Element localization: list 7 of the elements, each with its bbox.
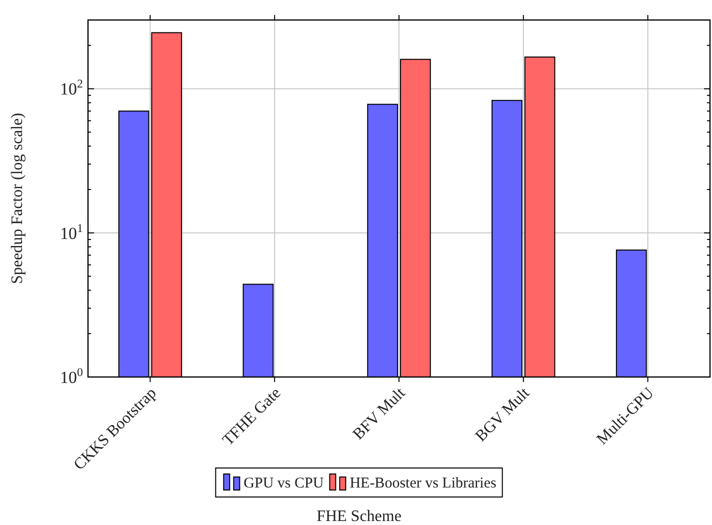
y-tick-label: 10$^{0}$ bbox=[60, 364, 84, 387]
x-axis-title: FHE Scheme bbox=[316, 508, 402, 525]
y-axis-title: Speedup Factor (log scale) bbox=[9, 112, 26, 284]
legend-label: HE-Booster vs Libraries bbox=[350, 475, 496, 492]
legend-label: GPU vs CPU bbox=[244, 475, 324, 492]
y-tick-label: 10$^{1}$ bbox=[60, 220, 84, 243]
y-tick-label: 10$^{2}$ bbox=[60, 76, 84, 99]
